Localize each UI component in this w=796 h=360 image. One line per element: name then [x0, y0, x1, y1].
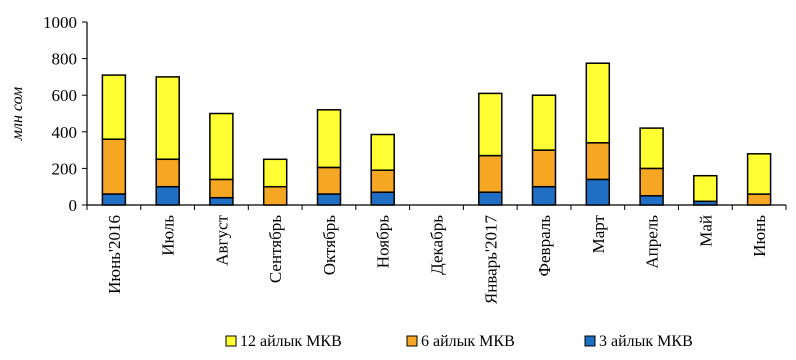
bar-segment-1: [370, 191, 395, 206]
x-category-label: Март: [589, 214, 608, 253]
x-category-label: Июнь'2016: [105, 215, 124, 294]
bar-segment-1: [531, 185, 557, 206]
bar-segment-2: [746, 193, 772, 206]
bar-segment-3: [639, 127, 664, 170]
bars-layer: [101, 62, 772, 206]
legend: 12 айлык МКВ 6 айлык МКВ 3 айлык МКВ: [225, 333, 693, 350]
bar-segment-3: [370, 133, 395, 171]
bar-segment-2: [155, 158, 180, 188]
bar-segment-2: [262, 185, 288, 206]
x-category-label: Декабрь: [428, 215, 447, 275]
x-category-label: Октябрь: [320, 215, 339, 275]
bar-segment-2: [478, 154, 503, 193]
legend-label: 6 айлык МКВ: [421, 333, 515, 350]
x-category-label: Май: [696, 215, 715, 247]
axes-layer: [82, 21, 787, 210]
x-category-label: Июнь: [750, 215, 769, 257]
bar-segment-3: [316, 109, 342, 169]
y-axis-title: млн сом: [9, 87, 26, 141]
x-category-label: Июль: [159, 215, 178, 256]
y-tick-label: 600: [52, 86, 78, 105]
x-category-label: Ноябрь: [374, 215, 393, 268]
bar-segment-3: [478, 92, 503, 157]
y-tick-label: 200: [52, 159, 78, 178]
bar-segment-1: [478, 191, 503, 206]
legend-label: 12 айлык МКВ: [240, 333, 342, 350]
bar-segment-3: [585, 62, 611, 144]
bar-segment-1: [585, 178, 611, 206]
x-category-label: Август: [212, 214, 231, 265]
bar-segment-2: [531, 149, 557, 188]
x-category-label: Январь'2017: [481, 215, 500, 305]
bar-segment-2: [209, 178, 234, 199]
labels-layer: 0 200 400 600 800 1000 млн сом Июнь'2016 Июль Авг…: [9, 13, 769, 304]
legend-swatch: [225, 335, 237, 347]
bar-segment-1: [316, 193, 342, 206]
bar-segment-3: [262, 158, 288, 188]
bar-segment-3: [746, 153, 772, 195]
legend-swatch: [584, 335, 596, 347]
bar-segment-2: [316, 166, 342, 195]
bar-segment-3: [531, 94, 557, 151]
bar-segment-1: [155, 185, 180, 206]
y-tick-label: 400: [52, 123, 78, 142]
legend-swatch: [406, 335, 418, 347]
x-category-label: Апрель: [643, 215, 662, 269]
bar-segment-1: [209, 196, 234, 206]
y-tick-label: 0: [69, 196, 78, 215]
x-category-label: Сентябрь: [266, 215, 285, 283]
legend-label: 3 айлык МКВ: [599, 333, 693, 350]
bar-segment-3: [155, 76, 180, 160]
x-category-label: Февраль: [535, 215, 554, 277]
y-tick-label: 800: [52, 50, 78, 69]
bar-segment-2: [639, 167, 664, 197]
bar-segment-2: [585, 142, 611, 181]
bar-segment-3: [693, 174, 718, 203]
bar-segment-2: [370, 169, 395, 193]
y-tick-label: 1000: [43, 13, 77, 32]
bar-segment-1: [639, 195, 664, 206]
bar-segment-2: [101, 138, 127, 195]
bar-segment-1: [101, 193, 127, 206]
bar-segment-3: [209, 112, 234, 181]
bar-segment-3: [101, 74, 127, 140]
